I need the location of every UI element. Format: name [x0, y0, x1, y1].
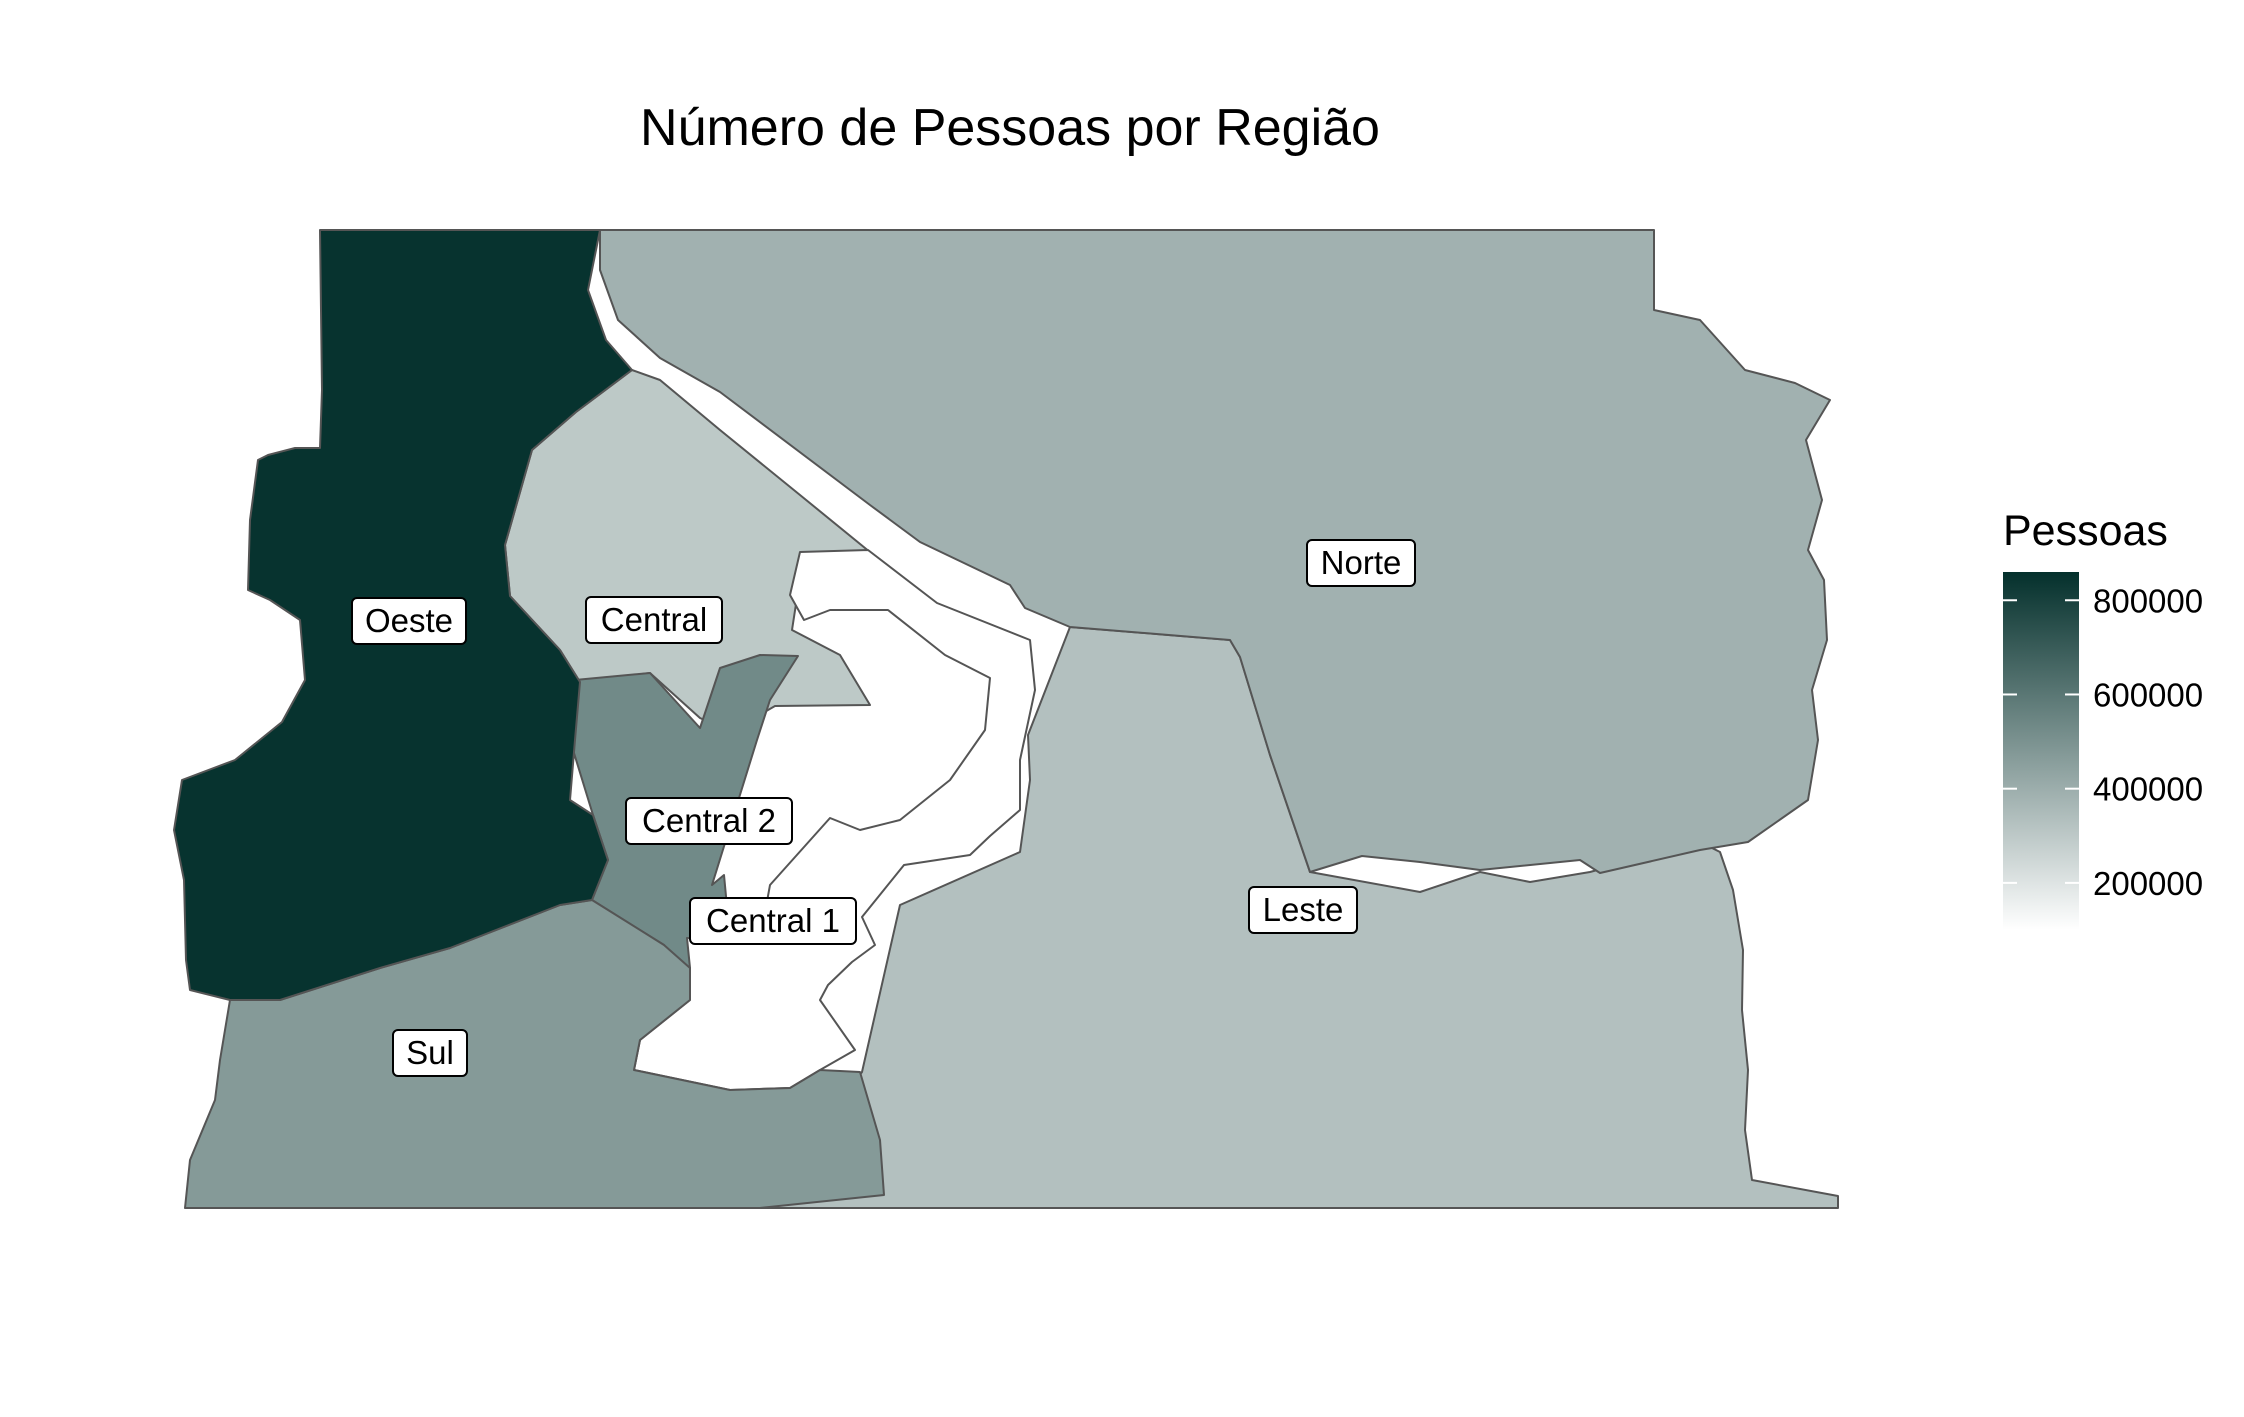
labels-layer: Oeste Central Norte Central 2 Central 1 …	[351, 539, 1416, 1077]
label-sul: Sul	[392, 1029, 468, 1077]
legend: Pessoas 200000 400000 600000 800000	[2003, 507, 2203, 930]
label-central1: Central 1	[689, 897, 857, 945]
legend-title: Pessoas	[2003, 507, 2168, 555]
label-central-text: Central	[601, 601, 707, 638]
label-sul-text: Sul	[406, 1034, 454, 1071]
label-oeste-text: Oeste	[365, 602, 453, 639]
label-oeste: Oeste	[351, 597, 467, 645]
legend-tick-label: 400000	[2093, 771, 2203, 808]
label-leste-text: Leste	[1263, 891, 1344, 928]
label-leste: Leste	[1248, 886, 1358, 934]
map-title: Número de Pessoas por Região	[640, 99, 1380, 157]
legend-colorbar	[2003, 572, 2079, 930]
legend-tick-label: 200000	[2093, 865, 2203, 902]
region-sul	[184, 899, 885, 1209]
legend-tick-label: 600000	[2093, 676, 2203, 713]
label-central1-text: Central 1	[706, 902, 840, 939]
label-norte-text: Norte	[1321, 544, 1402, 581]
legend-ticks: 200000 400000 600000 800000	[2003, 582, 2203, 902]
legend-tick-label: 800000	[2093, 582, 2203, 619]
label-central: Central	[585, 596, 723, 644]
region-norte	[599, 229, 1831, 874]
label-central2: Central 2	[625, 797, 793, 845]
label-central2-text: Central 2	[642, 802, 776, 839]
label-norte: Norte	[1306, 539, 1416, 587]
